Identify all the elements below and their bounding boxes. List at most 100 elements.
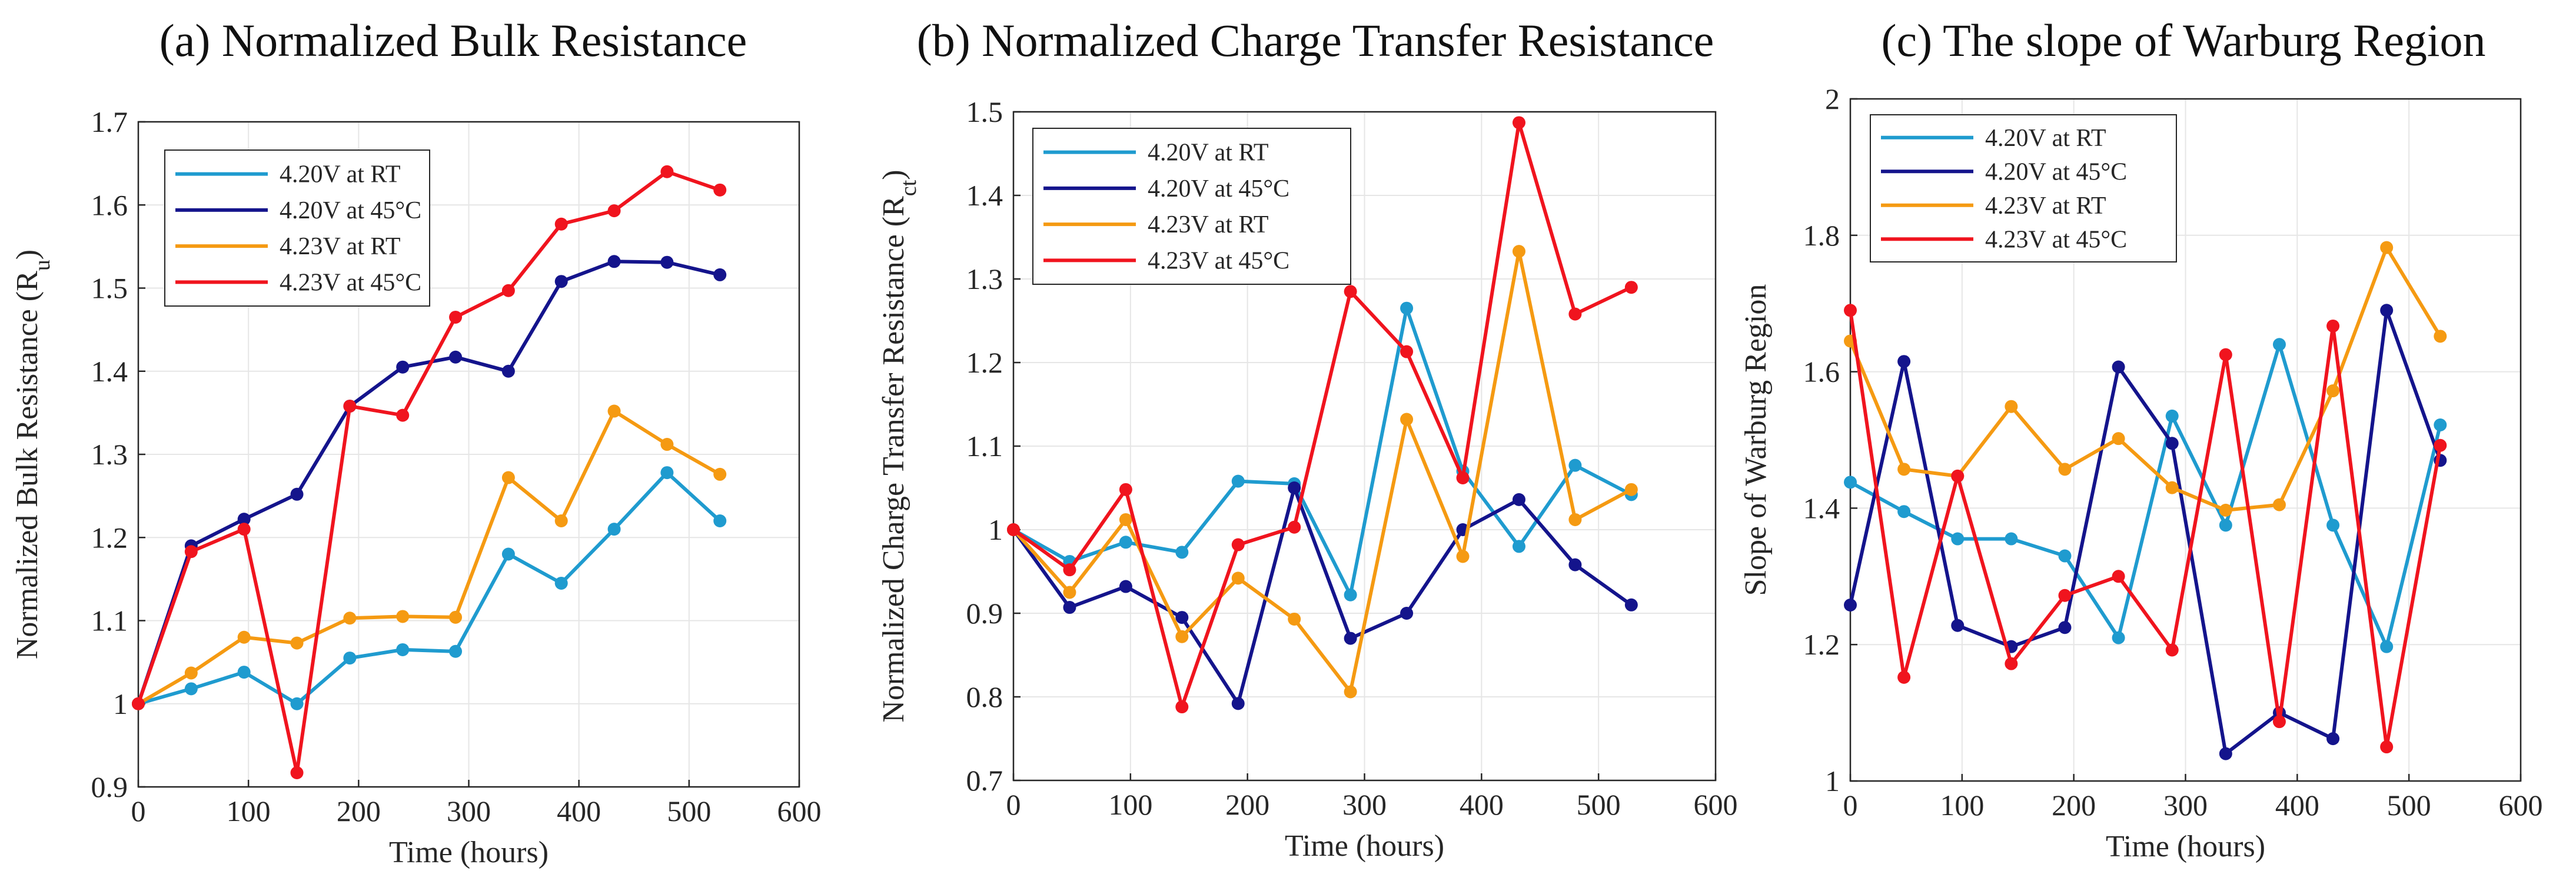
- y-tick-label: 1.6: [91, 188, 128, 221]
- data-point: [2326, 319, 2340, 333]
- data-point: [396, 408, 410, 422]
- y-axis-label: Normalized Bulk Resistance (Ru): [11, 250, 55, 659]
- x-tick-label: 600: [1694, 788, 1738, 821]
- y-axis-label-main: Slope of Warburg Region: [1739, 284, 1773, 596]
- data-point: [2005, 532, 2018, 546]
- series-line: [1012, 250, 1633, 694]
- panel-title: (b) Normalized Charge Transfer Resistanc…: [917, 15, 1714, 66]
- data-point: [2434, 418, 2447, 432]
- legend-box: [164, 149, 430, 307]
- y-axis-label-main: Normalized Charge Transfer Resistance (R: [877, 196, 910, 723]
- data-point: [2380, 241, 2394, 254]
- data-point: [1231, 538, 1245, 551]
- data-point: [1344, 588, 1357, 601]
- y-tick-label: 1.3: [91, 438, 128, 471]
- data-point: [1512, 116, 1525, 129]
- data-point: [290, 487, 304, 501]
- series-line: [137, 170, 721, 775]
- panel-a: (a) Normalized Bulk Resistance 0 100 200 300…: [11, 15, 822, 869]
- panel-title: (c) The slope of Warburg Region: [1882, 15, 2486, 66]
- data-point: [501, 547, 515, 561]
- data-point: [237, 630, 251, 644]
- y-tick-label: 1.1: [91, 604, 128, 637]
- data-point: [1231, 697, 1245, 710]
- legend-entry: 4.23V at 45°C: [1148, 247, 1289, 274]
- data-point: [2380, 640, 2394, 653]
- legend-entry: 4.20V at 45°C: [1985, 158, 2127, 185]
- data-point: [660, 165, 674, 178]
- data-point: [1568, 307, 1582, 321]
- data-point: [237, 513, 251, 526]
- legend-entry: 4.20V at RT: [280, 161, 401, 188]
- x-tick-label: 400: [557, 795, 601, 827]
- data-point: [290, 636, 304, 650]
- data-point: [1175, 700, 1189, 714]
- data-point: [396, 643, 410, 656]
- data-point: [713, 467, 727, 481]
- data-point: [1288, 520, 1301, 534]
- y-tick-label: 0.9: [91, 770, 128, 803]
- data-point: [1512, 245, 1525, 258]
- data-point: [396, 610, 410, 623]
- data-point: [343, 400, 357, 413]
- data-point: [237, 666, 251, 679]
- data-point: [2165, 643, 2179, 657]
- data-point: [2058, 621, 2072, 634]
- legend-entry: 4.20V at 45°C: [1148, 175, 1289, 202]
- data-point: [1897, 670, 1911, 684]
- data-point: [2219, 348, 2232, 361]
- data-point: [1063, 601, 1076, 614]
- series-line: [1849, 308, 2442, 756]
- x-tick-label: 300: [1342, 788, 1387, 821]
- data-point: [1624, 483, 1638, 496]
- y-axis-label: Normalized Charge Transfer Resistance (R…: [877, 170, 921, 722]
- series-line: [1849, 343, 2442, 649]
- data-point: [1063, 563, 1076, 577]
- y-tick-label: 1.2: [91, 521, 128, 554]
- data-point: [607, 255, 621, 268]
- data-point: [1844, 476, 1857, 489]
- data-point: [2272, 715, 2286, 729]
- x-tick-label: 0: [131, 795, 146, 827]
- data-point: [554, 576, 568, 590]
- data-point: [1624, 281, 1638, 294]
- data-point: [1897, 505, 1911, 519]
- y-tick-label: 1.5: [966, 95, 1003, 128]
- data-point: [2058, 589, 2072, 602]
- data-point: [1400, 345, 1414, 358]
- legend-entry: 4.20V at 45°C: [280, 197, 421, 224]
- data-point: [2326, 732, 2340, 746]
- legend-entry: 4.23V at RT: [280, 233, 401, 260]
- data-point: [2112, 432, 2125, 446]
- panel-b: (b) Normalized Charge Transfer Resistanc…: [877, 15, 1738, 863]
- data-point: [2112, 631, 2125, 644]
- x-tick-label: 200: [2052, 789, 2096, 822]
- data-point: [2165, 481, 2179, 494]
- data-point: [1568, 458, 1582, 472]
- data-point: [184, 682, 198, 696]
- data-point: [1288, 481, 1301, 494]
- data-point: [2165, 437, 2179, 450]
- data-point: [1344, 285, 1357, 298]
- x-tick-label: 300: [2163, 789, 2208, 822]
- data-point: [2380, 304, 2394, 317]
- data-point: [1119, 483, 1132, 496]
- data-point: [501, 471, 515, 484]
- data-point: [1063, 586, 1076, 599]
- data-point: [2434, 330, 2447, 343]
- y-tick-label: 1.4: [91, 355, 128, 388]
- legend: 4.20V at RT 4.20V at 45°C 4.23V at RT 4.23V…: [1870, 114, 2177, 262]
- data-point: [1119, 580, 1132, 593]
- data-point: [2272, 498, 2286, 511]
- y-tick-label: 2: [1825, 82, 1840, 115]
- data-point: [1175, 611, 1189, 624]
- x-tick-label: 600: [2499, 789, 2543, 822]
- data-point: [1175, 546, 1189, 559]
- data-point: [713, 514, 727, 527]
- series-line: [137, 260, 720, 704]
- data-point: [607, 204, 621, 218]
- data-point: [2219, 747, 2232, 760]
- x-tick-label: 100: [1108, 788, 1152, 821]
- x-tick-label: 500: [667, 795, 711, 827]
- data-point: [554, 275, 568, 288]
